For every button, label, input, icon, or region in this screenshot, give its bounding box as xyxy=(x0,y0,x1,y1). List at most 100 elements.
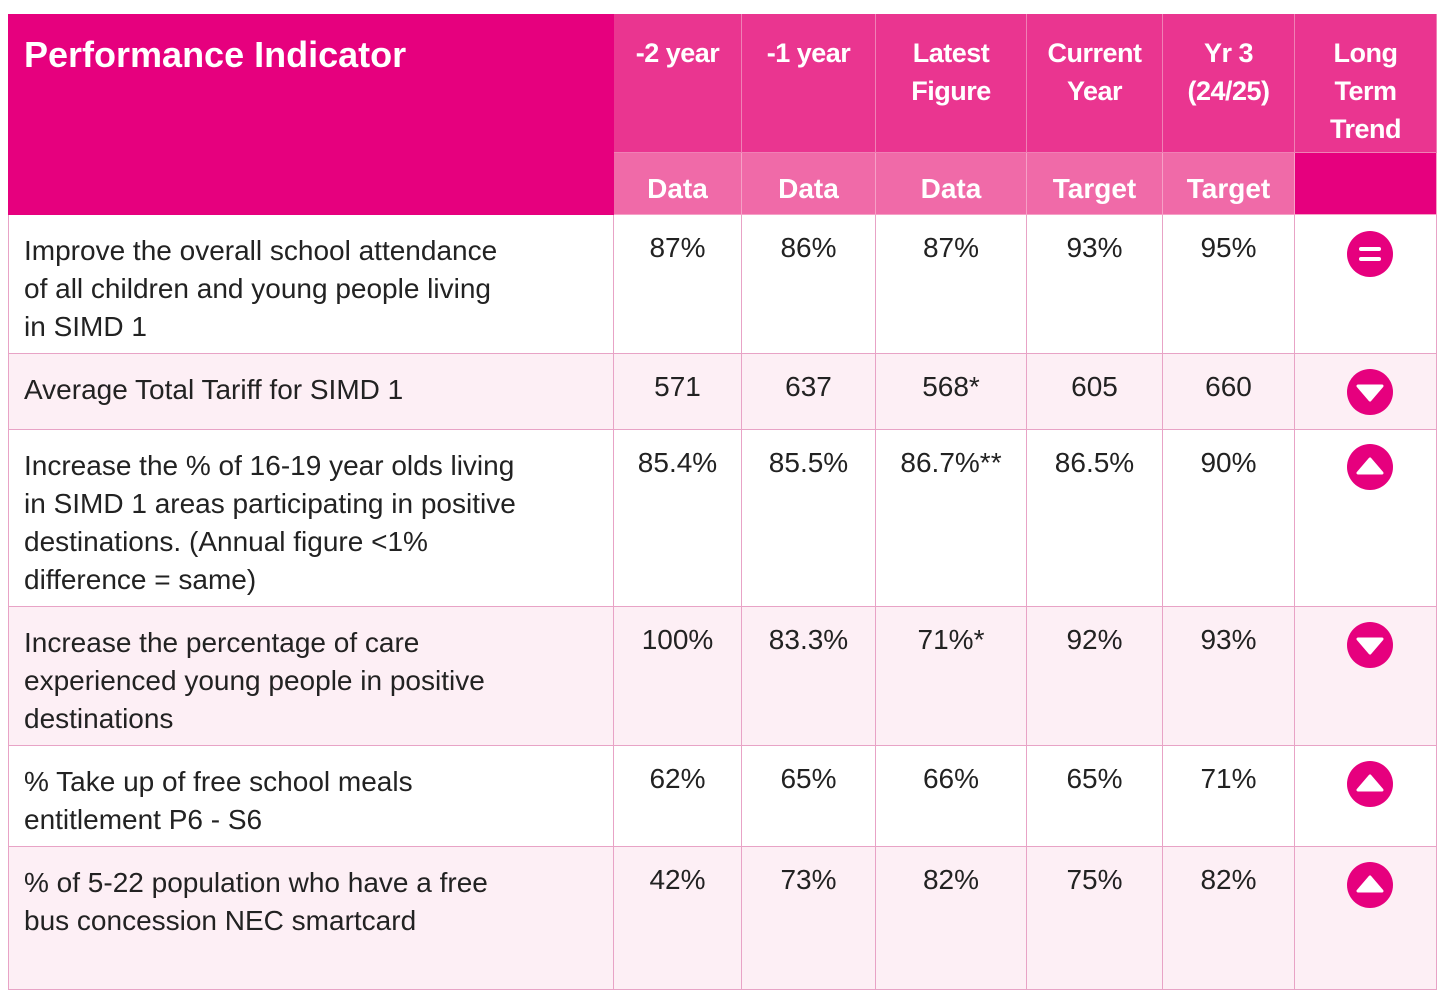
value-cell: 85.4% xyxy=(614,430,742,607)
text-line: -2 year xyxy=(635,38,720,68)
indicator-cell: Average Total Tariff for SIMD 1 xyxy=(8,354,614,430)
text-line: 571 xyxy=(654,371,701,402)
text-line: 86% xyxy=(780,232,837,263)
value-cell: 93% xyxy=(1163,607,1295,746)
text-line: 83.3% xyxy=(768,624,849,655)
text-line: Figure xyxy=(911,76,991,106)
value-cell: 100% xyxy=(614,607,742,746)
indicator-cell: % Take up of free school meals entitlemen… xyxy=(8,746,614,847)
trend-down-icon xyxy=(1347,622,1393,668)
trend-down-icon xyxy=(1347,369,1393,415)
text-line: 660 xyxy=(1205,371,1252,402)
subheader-cell: Target xyxy=(1163,153,1295,215)
value-cell: 71%* xyxy=(876,607,1027,746)
text-line: 87% xyxy=(649,232,706,263)
text-line: Increase the percentage of care xyxy=(24,627,420,658)
header-title-cell: Performance Indicator xyxy=(8,14,614,215)
trend-up-icon xyxy=(1347,761,1393,807)
text-line: 86.5% xyxy=(1054,447,1135,478)
text-line: in SIMD 1 areas participating in positiv… xyxy=(24,488,516,519)
text-line: 75% xyxy=(1066,864,1123,895)
text-line: Improve the overall school attendance xyxy=(24,235,498,266)
text-line: Data xyxy=(920,173,982,204)
header-column-cell: Yr 3 (24/25) xyxy=(1163,14,1295,153)
text-line: 65% xyxy=(780,763,837,794)
text-line: % Take up of free school meals xyxy=(24,766,413,797)
value-cell: 82% xyxy=(876,847,1027,990)
text-line: 568* xyxy=(922,371,980,402)
value-cell: 42% xyxy=(614,847,742,990)
header-column-cell: -2 year xyxy=(614,14,742,153)
text-line: 100% xyxy=(641,624,714,655)
text-line: Yr 3 xyxy=(1203,38,1254,68)
text-line: 86.7%** xyxy=(900,447,1002,478)
text-line: Current xyxy=(1047,38,1142,68)
text-line: 66% xyxy=(922,763,980,794)
text-line: 85.5% xyxy=(768,447,849,478)
value-cell: 73% xyxy=(742,847,876,990)
text-line: 42% xyxy=(649,864,706,895)
indicator-cell: % of 5-22 population who have a free bus … xyxy=(8,847,614,990)
value-cell: 75% xyxy=(1027,847,1163,990)
value-cell: 65% xyxy=(742,746,876,847)
value-cell: 87% xyxy=(614,215,742,354)
header-column-cell: Long Term Trend xyxy=(1295,14,1437,153)
header-column-cell: Latest Figure xyxy=(876,14,1027,153)
text-line: 82% xyxy=(1200,864,1257,895)
text-line: 92% xyxy=(1066,624,1123,655)
value-cell: 86.7%** xyxy=(876,430,1027,607)
text-line: 95% xyxy=(1200,232,1257,263)
trend-same-icon xyxy=(1347,231,1393,277)
value-cell: 83.3% xyxy=(742,607,876,746)
trend-up-icon xyxy=(1347,444,1393,490)
indicator-cell: Improve the overall school attendance of … xyxy=(8,215,614,354)
header-column-cell: -1 year xyxy=(742,14,876,153)
value-cell: 85.5% xyxy=(742,430,876,607)
text-line: Target xyxy=(1052,173,1137,204)
indicator-cell: Increase the % of 16-19 year olds living… xyxy=(8,430,614,607)
text-line: bus concession NEC smartcard xyxy=(24,905,417,936)
subheader-cell: Data xyxy=(614,153,742,215)
text-line: % of 5-22 population who have a free xyxy=(24,867,488,898)
value-cell: 568* xyxy=(876,354,1027,430)
text-line: Data xyxy=(778,173,839,204)
text-line: 73% xyxy=(780,864,837,895)
header-column-cell: Current Year xyxy=(1027,14,1163,153)
text-line: Year xyxy=(1066,76,1123,106)
text-line: Trend xyxy=(1329,114,1402,144)
subheader-cell: Target xyxy=(1027,153,1163,215)
text-line: Latest xyxy=(912,38,990,68)
subheader-cell: Data xyxy=(876,153,1027,215)
value-cell: 86% xyxy=(742,215,876,354)
text-line: destinations. (Annual figure <1% xyxy=(24,526,428,557)
text-line: 93% xyxy=(1200,624,1257,655)
subheader-cell xyxy=(1295,153,1437,215)
text-line: 637 xyxy=(785,371,832,402)
value-cell: 93% xyxy=(1027,215,1163,354)
value-cell: 62% xyxy=(614,746,742,847)
value-cell: 71% xyxy=(1163,746,1295,847)
text-line: 62% xyxy=(649,763,706,794)
text-line: Term xyxy=(1334,76,1397,106)
text-line: 65% xyxy=(1066,763,1123,794)
text-line: Long xyxy=(1333,38,1398,68)
text-line: Performance Indicator xyxy=(24,34,407,75)
text-line: Target xyxy=(1186,173,1271,204)
value-cell: 95% xyxy=(1163,215,1295,354)
value-cell: 82% xyxy=(1163,847,1295,990)
text-line: experienced young people in positive xyxy=(24,665,485,696)
value-cell: 637 xyxy=(742,354,876,430)
value-cell: 92% xyxy=(1027,607,1163,746)
value-cell: 660 xyxy=(1163,354,1295,430)
text-line: 93% xyxy=(1066,232,1123,263)
text-line: 71%* xyxy=(917,624,985,655)
text-line: Average Total Tariff for SIMD 1 xyxy=(24,374,404,405)
value-cell: 605 xyxy=(1027,354,1163,430)
text-line: 87% xyxy=(922,232,980,263)
text-line: 82% xyxy=(922,864,980,895)
text-line: 605 xyxy=(1071,371,1118,402)
indicator-cell: Increase the percentage of care experienc… xyxy=(8,607,614,746)
text-line: 85.4% xyxy=(637,447,718,478)
text-line: Data xyxy=(647,173,708,204)
subheader-cell: Data xyxy=(742,153,876,215)
